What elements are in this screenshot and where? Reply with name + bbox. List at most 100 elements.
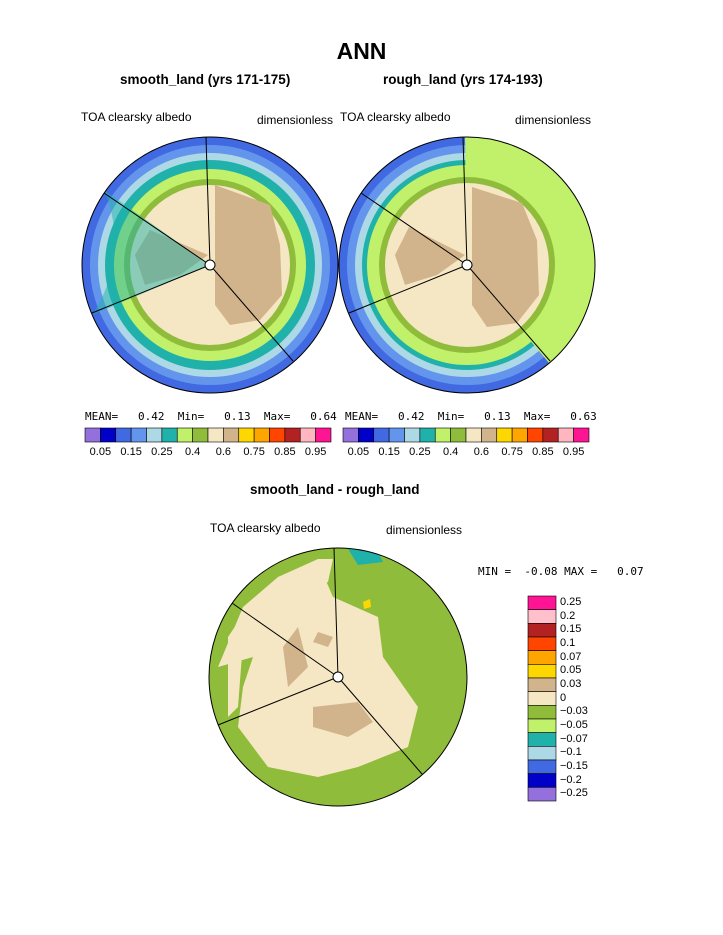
colorbar-swatch xyxy=(496,427,513,443)
colorbar-swatch xyxy=(465,427,482,443)
colorbar-swatch xyxy=(238,427,255,443)
colorbar-tick-label: −0.2 xyxy=(560,773,582,786)
colorbar-swatch xyxy=(527,787,557,802)
colorbar-tick-label: 0.07 xyxy=(560,650,582,663)
colorbar-tick-label: 0.15 xyxy=(560,623,582,636)
colorbar-swatch xyxy=(527,773,557,788)
colorbar-difference xyxy=(527,595,557,802)
colorbar-panel2-ticks: 0.05 0.15 0.25 0.4 0.6 0.75 0.85 0.95 xyxy=(343,446,589,460)
colorbar-swatch xyxy=(557,427,574,443)
ice-sheet-east xyxy=(472,187,539,327)
sector-left-overlay xyxy=(92,190,210,315)
colorbar-tick-label: 0.25 xyxy=(151,446,173,458)
colorbar-swatch xyxy=(527,650,557,665)
colorbar-tick-label: 0.2 xyxy=(560,609,576,622)
colorbar-swatch xyxy=(342,427,359,443)
colorbar-swatch xyxy=(481,427,498,443)
colorbar-tick-label: 0.25 xyxy=(409,446,431,458)
panel1-variable-label: TOA clearsky albedo xyxy=(81,110,192,124)
colorbar-swatch xyxy=(527,677,557,692)
panel1-stats: MEAN= 0.42 Min= 0.13 Max= 0.64 xyxy=(85,410,337,423)
colorbar-swatch xyxy=(388,427,405,443)
pole-marker xyxy=(204,259,216,271)
meridian-line xyxy=(217,676,339,726)
meridian-line xyxy=(209,264,294,362)
colorbar-panel1-ticks: 0.05 0.15 0.25 0.4 0.6 0.75 0.85 0.95 xyxy=(85,446,331,460)
colorbar-panel2 xyxy=(342,427,590,443)
colorbar-swatch xyxy=(450,427,467,443)
panel2-variable-label: TOA clearsky albedo xyxy=(340,110,451,124)
meridian-line xyxy=(360,192,468,266)
colorbar-swatch xyxy=(299,427,316,443)
colorbar-tick-label: 0.05 xyxy=(560,664,582,677)
colorbar-swatch xyxy=(527,718,557,733)
colorbar-swatch xyxy=(207,427,224,443)
colorbar-swatch xyxy=(161,427,178,443)
colorbar-swatch xyxy=(511,427,528,443)
ice-sheet-west xyxy=(395,227,465,285)
colorbar-swatch xyxy=(527,427,544,443)
colorbar-tick-label: 0.85 xyxy=(532,446,554,458)
meridian-line xyxy=(91,264,211,314)
panel2-title: rough_land (yrs 174-193) xyxy=(383,72,543,87)
colorbar-tick-label: 0.4 xyxy=(442,446,459,458)
colorbar-tick-label: 0.15 xyxy=(120,446,142,458)
diff-panel-title: smooth_land - rough_land xyxy=(250,482,420,497)
panel2-stats: MEAN= 0.42 Min= 0.13 Max= 0.63 xyxy=(345,410,597,423)
colorbar-swatch xyxy=(527,746,557,761)
colorbar-swatch xyxy=(115,427,132,443)
colorbar-swatch xyxy=(100,427,117,443)
colorbar-tick-label: −0.05 xyxy=(560,718,588,731)
diff-region-tan-west xyxy=(283,627,308,687)
colorbar-tick-label: 0.15 xyxy=(378,446,400,458)
meridian-line xyxy=(103,192,211,266)
colorbar-swatch xyxy=(527,636,557,651)
colorbar-tick-label: −0.07 xyxy=(560,732,588,745)
colorbar-tick-label: 0.1 xyxy=(560,636,576,649)
colorbar-swatch xyxy=(315,427,332,443)
colorbar-swatch xyxy=(573,427,590,443)
colorbar-swatch xyxy=(527,664,557,679)
colorbar-tick-label: 0.05 xyxy=(89,446,112,458)
colorbar-swatch xyxy=(84,427,101,443)
colorbar-swatch xyxy=(269,427,286,443)
colorbar-tick-label: −0.1 xyxy=(560,746,582,759)
colorbar-swatch xyxy=(527,623,557,638)
meridian-line xyxy=(466,264,551,362)
colorbar-swatch xyxy=(527,759,557,774)
colorbar-swatch xyxy=(176,427,193,443)
colorbar-swatch xyxy=(527,691,557,706)
colorbar-tick-label: 0.25 xyxy=(560,595,582,608)
meridian-line xyxy=(348,264,468,314)
colorbar-tick-label: 0.95 xyxy=(304,446,327,458)
colorbar-tick-label: 0.95 xyxy=(562,446,585,458)
colorbar-tick-label: 0.05 xyxy=(347,446,370,458)
pole-marker xyxy=(332,671,344,683)
colorbar-tick-label: 0.75 xyxy=(501,446,523,458)
meridian-line xyxy=(333,547,339,678)
colorbar-tick-label: 0.75 xyxy=(243,446,265,458)
colorbar-swatch xyxy=(358,427,375,443)
diff-units-label: dimensionless xyxy=(386,523,463,537)
diff-region-tan-small xyxy=(313,632,333,647)
colorbar-swatch xyxy=(434,427,451,443)
meridian-line xyxy=(205,136,211,266)
meridian-line xyxy=(462,136,468,266)
meridian-line xyxy=(337,676,423,775)
meridian-line xyxy=(231,602,339,678)
map-border xyxy=(208,547,468,807)
map-border xyxy=(81,136,339,394)
panel1-units-label: dimensionless xyxy=(257,113,334,127)
colorbar-tick-label: 0.03 xyxy=(560,677,582,690)
colorbar-swatch xyxy=(146,427,163,443)
diff-variable-label: TOA clearsky albedo xyxy=(210,521,321,535)
colorbar-tick-label: −0.03 xyxy=(560,705,588,718)
colorbar-swatch xyxy=(373,427,390,443)
colorbar-difference-labels: 0.25 0.2 0.15 0.1 0.07 0.05 0.03 0 −0.03 −0.05 −0.… xyxy=(560,596,620,801)
colorbar-swatch xyxy=(284,427,301,443)
polar-map-rough xyxy=(338,136,596,394)
colorbar-swatch xyxy=(542,427,559,443)
colorbar-tick-label: 0.85 xyxy=(274,446,296,458)
colorbar-tick-label: 0.6 xyxy=(215,446,232,458)
colorbar-swatch xyxy=(527,705,557,720)
